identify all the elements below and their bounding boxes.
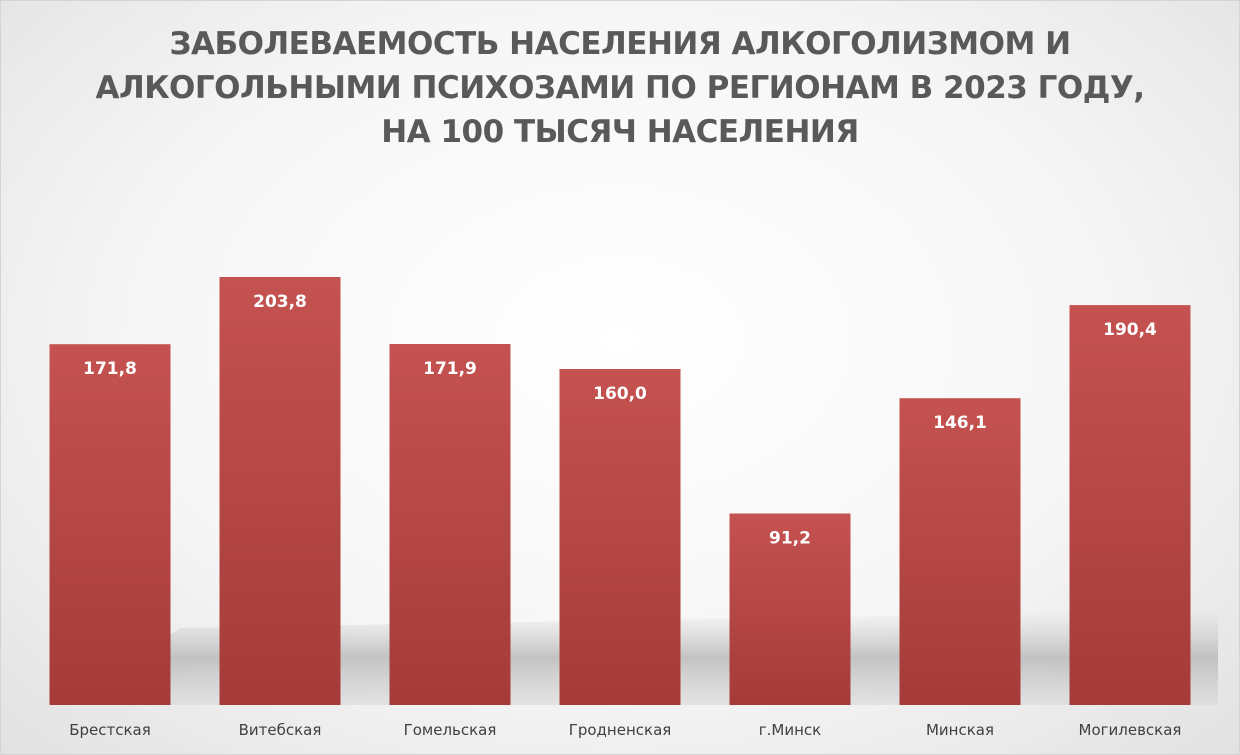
category-label: Гродненская [569, 721, 672, 739]
bar [899, 398, 1021, 705]
bar-value-label: 146,1 [933, 413, 987, 433]
chart-title-line-3: НА 100 ТЫСЯЧ НАСЕЛЕНИЯ [381, 114, 859, 150]
category-label: Витебская [239, 721, 322, 739]
category-label: г.Минск [759, 721, 821, 739]
category-label: Гомельская [404, 721, 497, 739]
bar [1069, 305, 1191, 705]
bar [729, 513, 851, 705]
bar [559, 369, 681, 705]
bar-value-label: 91,2 [769, 529, 811, 549]
bar [389, 344, 511, 705]
bar [219, 277, 341, 705]
chart-title: ЗАБОЛЕВАЕМОСТЬ НАСЕЛЕНИЯ АЛКОГОЛИЗМОМ И … [0, 22, 1240, 154]
category-label: Брестская [69, 721, 151, 739]
chart-title-line-1: ЗАБОЛЕВАЕМОСТЬ НАСЕЛЕНИЯ АЛКОГОЛИЗМОМ И [169, 26, 1071, 62]
chart-title-line-2: АЛКОГОЛЬНЫМИ ПСИХОЗАМИ ПО РЕГИОНАМ В 202… [95, 70, 1145, 106]
bar-value-label: 171,8 [83, 359, 137, 379]
bars-group [49, 277, 1191, 705]
bar-value-label: 171,9 [423, 359, 477, 379]
bar-value-label: 203,8 [253, 292, 307, 312]
value-labels-group: 171,8 203,8 171,9 160,0 91,2 146,1 190,4 [83, 292, 1157, 549]
category-label: Могилевская [1079, 721, 1182, 739]
category-labels-group: Брестская Витебская Гомельская Гродненская г… [69, 721, 1181, 739]
category-label: Минская [926, 721, 994, 739]
bar-value-label: 190,4 [1103, 320, 1157, 340]
bar [49, 344, 171, 705]
bar-value-label: 160,0 [593, 384, 647, 404]
